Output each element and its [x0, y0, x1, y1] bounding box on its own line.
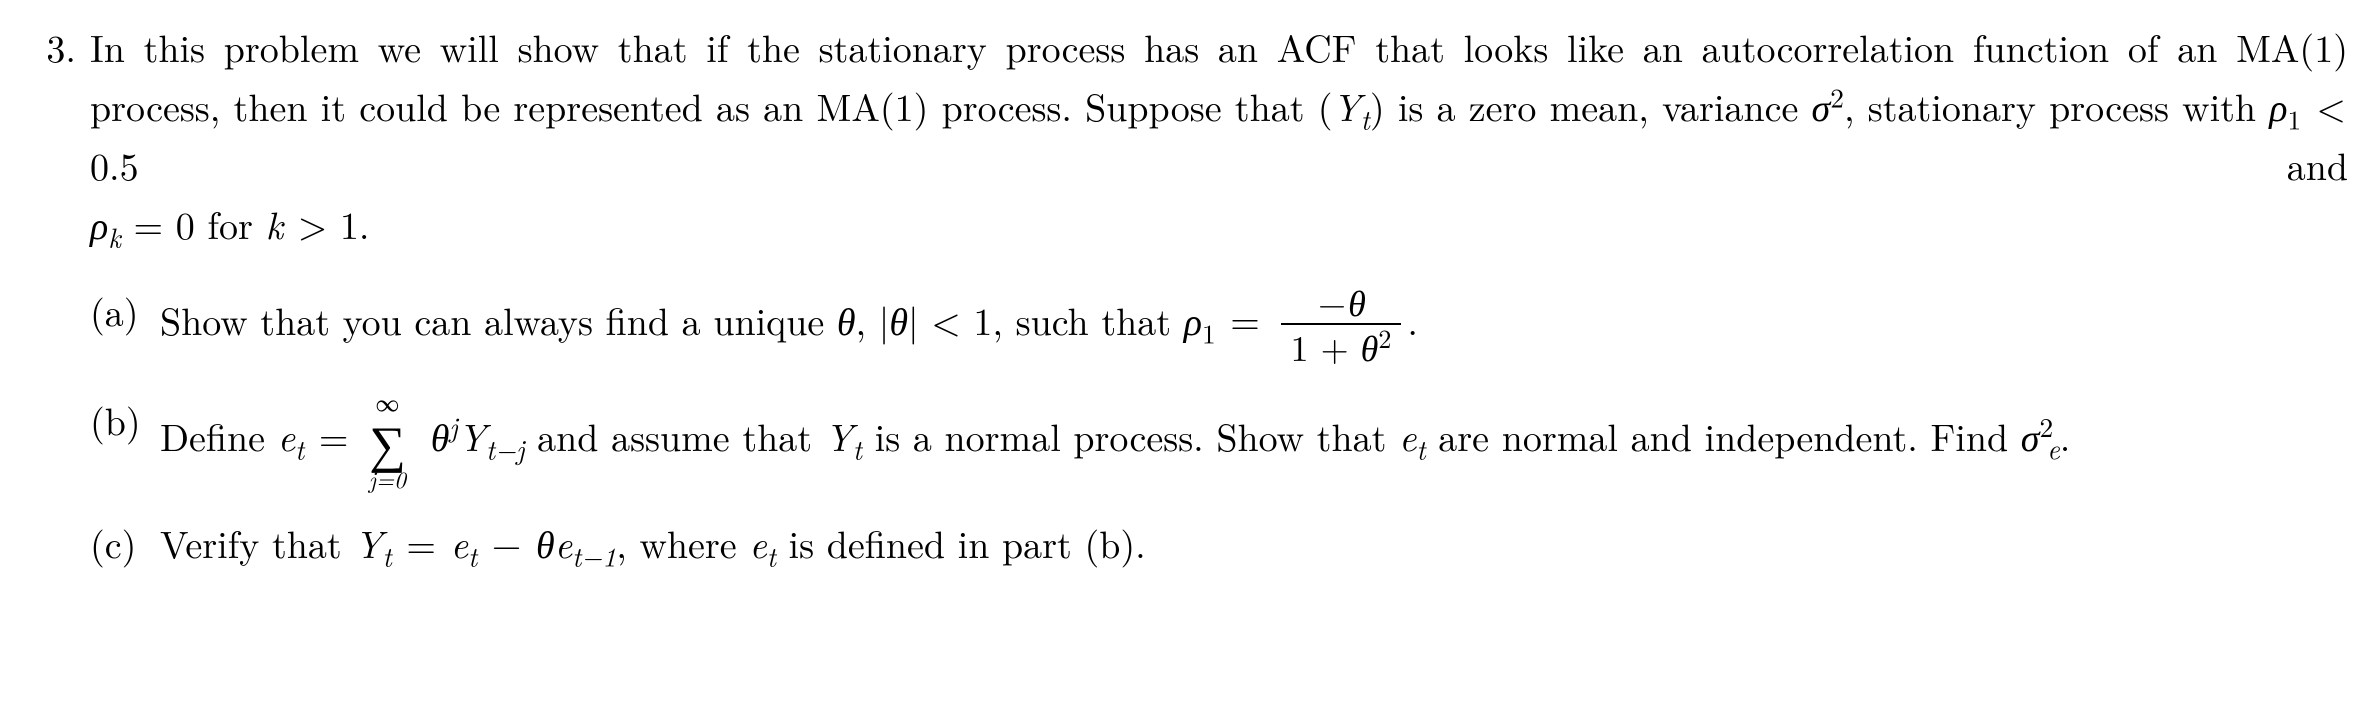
math-gt1: > 1. — [283, 197, 371, 251]
math-eq: = — [392, 516, 451, 570]
text: . — [2060, 409, 2071, 463]
problem-number: 3. — [14, 18, 90, 77]
math-sub-tm1: t−1 — [572, 536, 616, 575]
math-e: e — [749, 516, 766, 570]
math-sub-k: k — [108, 216, 121, 255]
math-sub-t: t — [853, 428, 862, 467]
part-c: (c) Verify that Yt = et − θet−1, where e… — [90, 514, 2348, 573]
math-e: e — [555, 516, 572, 570]
math-theta: θ — [536, 516, 555, 570]
text-line: ρk = 0 for k > 1. — [90, 195, 2348, 254]
math-minus: − — [1316, 276, 1348, 327]
text: j=0 — [369, 461, 406, 495]
math-e: e — [451, 516, 468, 570]
math-lt: < — [2301, 79, 2348, 133]
math-eq: = — [304, 409, 363, 463]
math-sub-1: 1 — [2288, 98, 2302, 137]
math-sub-t: t — [1417, 428, 1426, 467]
math-sub-t: t — [1361, 98, 1370, 137]
math-sub-1: 1 — [1202, 312, 1216, 351]
sigma-icon: ∑ — [367, 415, 408, 466]
math-theta: θ — [1348, 276, 1366, 327]
math-frac: −θ1 + θ2 — [1281, 280, 1402, 369]
math-theta: θ — [837, 292, 856, 346]
part-label-c: (c) — [90, 514, 160, 573]
part-b: (b) Define et = ∞∑j=0 θjYt−j and assume … — [90, 391, 2348, 494]
math-sigma: σ — [2021, 409, 2040, 463]
part-a: (a) Show that you can always find a uniq… — [90, 282, 2348, 371]
frac-den: 1 + θ2 — [1281, 323, 1402, 369]
part-label-a: (a) — [90, 282, 160, 341]
math-Y: Y — [825, 409, 853, 463]
math-sub-t: t — [468, 536, 477, 575]
problem-statement: In this problem we will show that if the… — [90, 20, 2348, 251]
math-Y: Y — [354, 516, 382, 570]
text: Show that you can always find a unique — [160, 292, 837, 346]
text: and — [139, 138, 2348, 192]
math-rho: ρ — [2269, 79, 2287, 133]
math-theta: θ — [1361, 321, 1379, 372]
text: Verify that — [160, 516, 354, 570]
math-theta: θ — [889, 292, 908, 346]
text: and assume that — [525, 409, 825, 463]
text: , | — [856, 292, 890, 346]
text: 1 + — [1291, 321, 1361, 372]
math-theta: θ — [431, 409, 450, 463]
math-sigma: σ — [1812, 79, 1831, 133]
text: is defined in part (b). — [776, 516, 1146, 570]
text: | < 1, such that — [908, 292, 1184, 346]
math-e: e — [278, 409, 295, 463]
math-sup-2: 2 — [1378, 319, 1391, 356]
math-eq: = — [1216, 292, 1275, 346]
math-sub-e: e — [2047, 428, 2060, 467]
math-0.5: 0.5 — [90, 138, 139, 192]
part-b-body: Define et = ∞∑j=0 θjYt−j and assume that… — [160, 391, 2348, 494]
math-k: k — [266, 197, 283, 251]
text: , where — [616, 516, 749, 570]
math-sub-t: t — [295, 428, 304, 467]
text: is a normal process. Show that — [862, 409, 1399, 463]
part-c-body: Verify that Yt = et − θet−1, where et is… — [160, 514, 2348, 573]
text: = 0 for — [121, 197, 266, 251]
math-sub-t: t — [383, 536, 392, 575]
math-rho: ρ — [90, 197, 108, 251]
frac-num: −θ — [1281, 280, 1402, 324]
text: are normal and independent. Find — [1426, 409, 2021, 463]
text: Define — [160, 409, 278, 463]
subparts: (a) Show that you can always find a uniq… — [90, 282, 2348, 573]
math-sup-j: j — [449, 406, 457, 445]
part-label-b: (b) — [90, 391, 160, 450]
math-sup-2: 2 — [1830, 76, 1844, 115]
part-a-body: Show that you can always find a unique θ… — [160, 282, 2348, 371]
math-Y: Y — [458, 409, 486, 463]
math-sum: ∞∑j=0 — [367, 389, 408, 492]
math-e: e — [1399, 409, 1416, 463]
sum-lower: j=0 — [367, 466, 408, 492]
text: ) is a zero mean, variance — [1370, 79, 1812, 133]
math-sub-t: t — [767, 536, 776, 575]
math-sub-tmj: t−j — [486, 428, 524, 467]
text: , stationary process with — [1844, 79, 2269, 133]
problem-3: 3. In this problem we will show that if … — [0, 0, 2376, 593]
problem-body: In this problem we will show that if the… — [90, 18, 2348, 593]
math-minus: − — [477, 516, 536, 570]
math-rho: ρ — [1184, 292, 1202, 346]
text: . — [1407, 292, 1418, 346]
math-Y: Y — [1333, 79, 1361, 133]
